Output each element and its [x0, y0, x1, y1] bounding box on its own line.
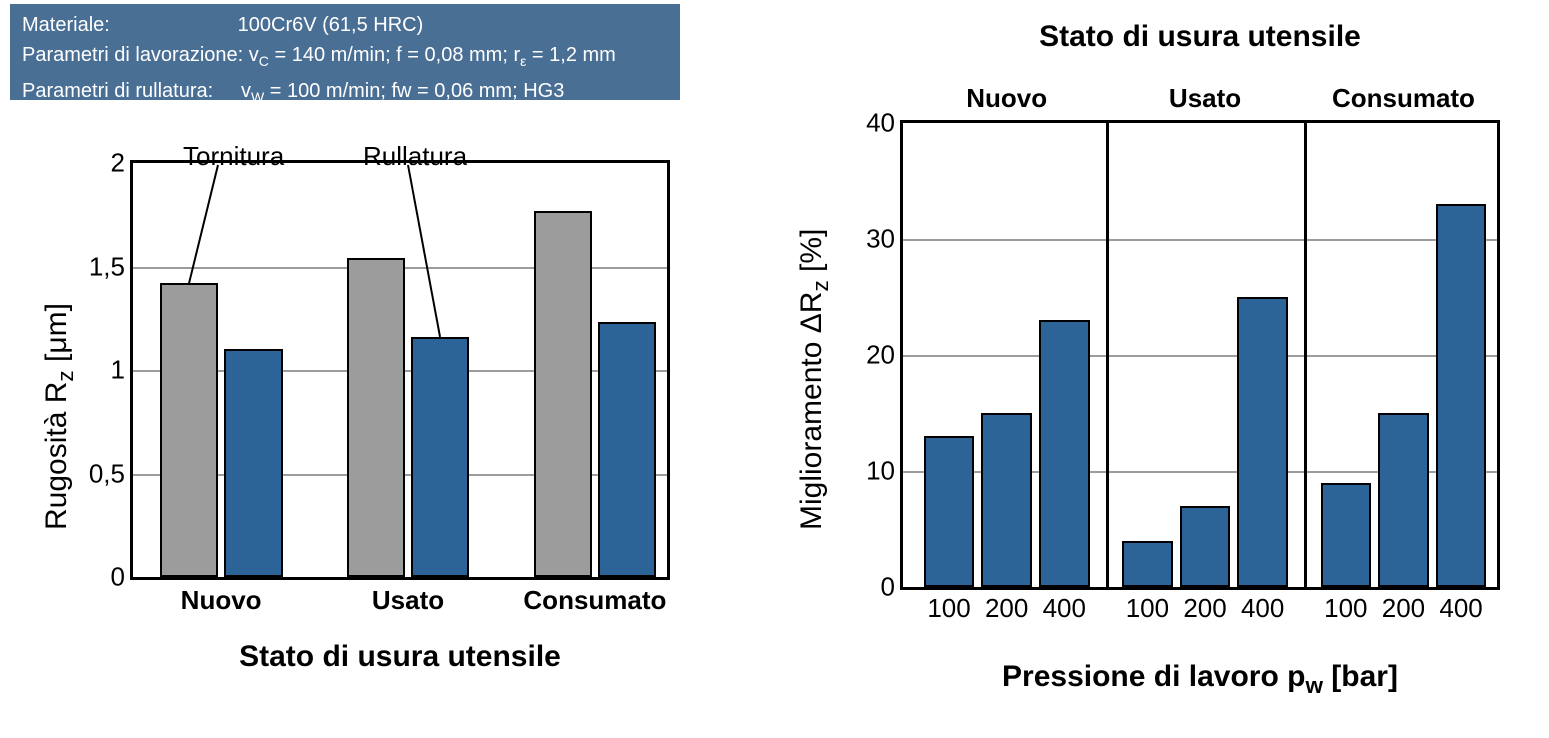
callout-rullatura: Rullatura [363, 141, 467, 172]
bar-tornitura-usato [347, 258, 406, 577]
info-box: Materiale: 100Cr6V (61,5 HRC) Parametri … [10, 4, 680, 100]
y-tick-label: 0 [111, 562, 133, 593]
bar-nuovo-200 [981, 413, 1031, 587]
bar-x-label: 400 [1043, 593, 1086, 624]
info-value: vW = 100 m/min; fw = 0,06 mm; HG3 [241, 80, 564, 102]
group-label: Usato [1169, 83, 1241, 114]
gridline [903, 355, 1497, 357]
bar-consumato-200 [1378, 413, 1428, 587]
plot-area: 010203040100200400100200400100200400Nuov… [900, 120, 1500, 590]
bar-rullatura-consumato [598, 322, 657, 577]
bar-usato-200 [1180, 506, 1230, 587]
y-tick-label: 20 [866, 340, 903, 371]
chart-improvement: Stato di usura utensile Miglioramento ΔR… [765, 20, 1535, 730]
y-tick-label: 0 [881, 572, 903, 603]
bar-tornitura-consumato [534, 211, 593, 577]
callout-tornitura: Tornitura [183, 141, 284, 172]
bar-nuovo-400 [1039, 320, 1089, 587]
bar-x-label: 200 [1183, 593, 1226, 624]
x-axis-title: Stato di usura utensile [130, 640, 670, 674]
bar-x-label: 100 [1324, 593, 1367, 624]
y-tick-label: 10 [866, 456, 903, 487]
top-title: Stato di usura utensile [900, 20, 1500, 54]
bar-consumato-400 [1436, 204, 1486, 587]
bar-consumato-100 [1321, 483, 1371, 587]
bar-x-label: 200 [985, 593, 1028, 624]
group-separator [1106, 123, 1109, 587]
info-value: 100Cr6V (61,5 HRC) [238, 14, 424, 36]
bar-tornitura-nuovo [160, 283, 219, 577]
x-axis-title: Pressione di lavoro pw [bar] [900, 660, 1500, 699]
bar-usato-400 [1237, 297, 1287, 587]
info-label: Parametri di rullatura: [22, 80, 213, 102]
group-separator [1304, 123, 1307, 587]
bar-x-label: 400 [1241, 593, 1284, 624]
page: { "colors": { "info_bg": "#4a6f95", "inf… [0, 0, 1549, 738]
y-tick-label: 1,5 [89, 251, 133, 282]
info-label: Materiale: [22, 14, 110, 36]
info-value: vC = 140 m/min; f = 0,08 mm; rε = 1,2 mm [249, 44, 616, 66]
y-tick-label: 0,5 [89, 458, 133, 489]
info-row-rolling: Parametri di rullatura: vW = 100 m/min; … [22, 76, 668, 112]
bar-x-label: 200 [1382, 593, 1425, 624]
chart-roughness: Rugosità Rz [μm] 00,511,52NuovoUsatoCons… [10, 130, 710, 730]
bar-usato-100 [1122, 541, 1172, 587]
bar-nuovo-100 [924, 436, 974, 587]
bar-x-label: 100 [927, 593, 970, 624]
category-label: Nuovo [181, 585, 262, 616]
y-tick-label: 40 [866, 108, 903, 139]
category-label: Consumato [523, 585, 666, 616]
info-label: Parametri di lavorazione: [22, 44, 243, 66]
group-label: Nuovo [966, 83, 1047, 114]
y-axis-title: Rugosità Rz [μm] [40, 303, 79, 530]
y-tick-label: 2 [111, 148, 133, 179]
y-tick-label: 30 [866, 224, 903, 255]
category-label: Usato [372, 585, 444, 616]
bar-rullatura-usato [411, 337, 470, 577]
bar-x-label: 100 [1126, 593, 1169, 624]
y-tick-label: 1 [111, 355, 133, 386]
group-label: Consumato [1332, 83, 1475, 114]
info-row-machining: Parametri di lavorazione: vC = 140 m/min… [22, 40, 668, 76]
y-axis-title: Miglioramento ΔRz [%] [795, 229, 834, 530]
bar-x-label: 400 [1439, 593, 1482, 624]
info-row-material: Materiale: 100Cr6V (61,5 HRC) [22, 10, 668, 40]
gridline [903, 239, 1497, 241]
bar-rullatura-nuovo [224, 349, 283, 577]
plot-area: 00,511,52NuovoUsatoConsumatoTornituraRul… [130, 160, 670, 580]
